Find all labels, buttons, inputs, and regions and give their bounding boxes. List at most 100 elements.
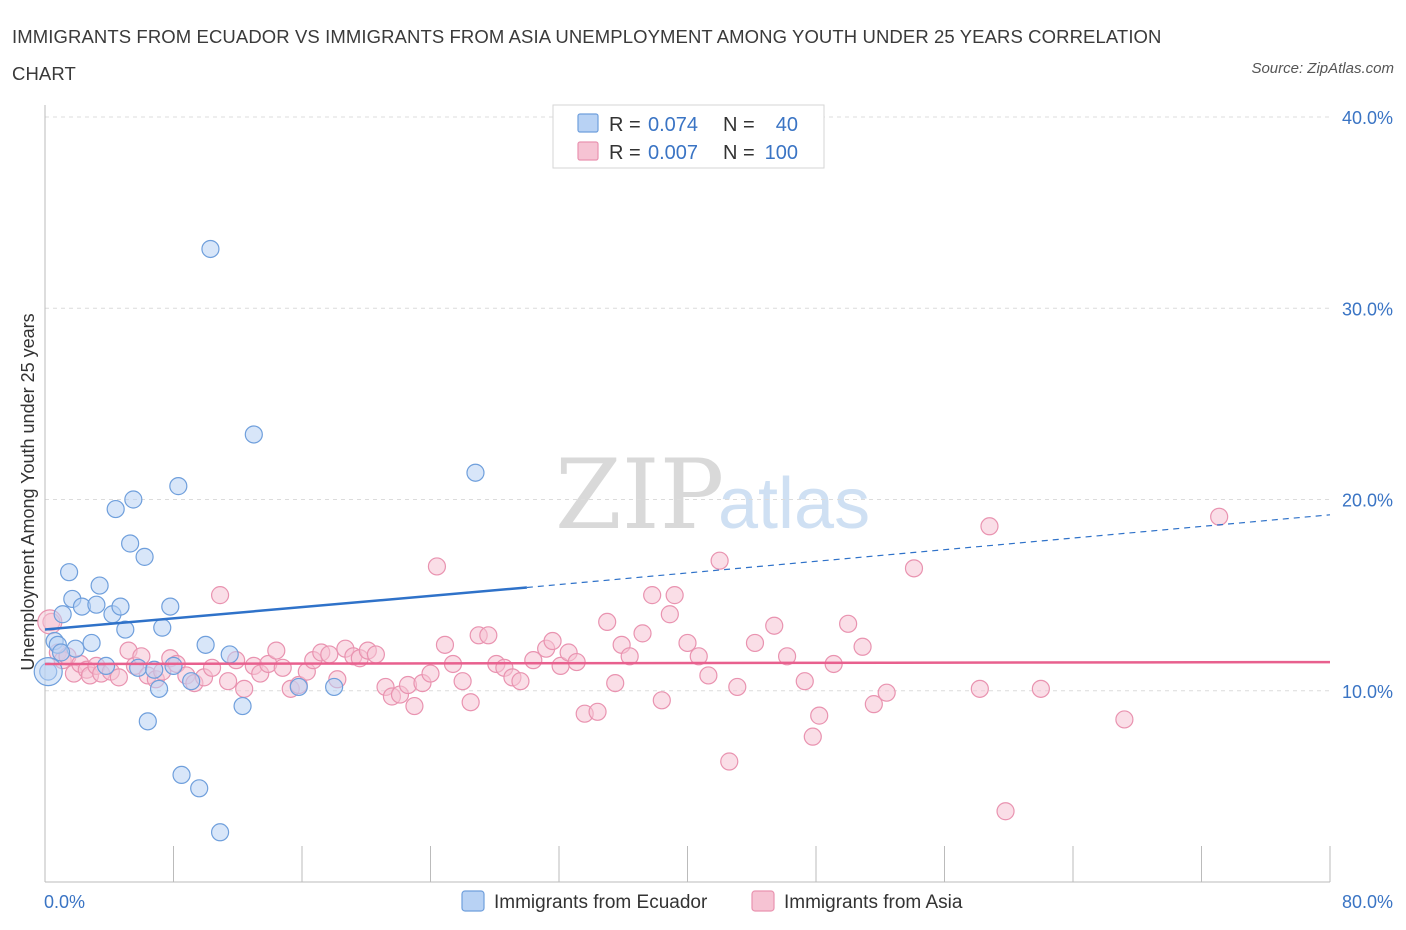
asia-point [543,631,562,651]
ecuador-point [161,597,180,616]
series-ecuador-points [33,239,485,842]
asia-point [765,616,784,635]
asia-point [660,605,679,624]
asia-point [405,696,424,716]
asia-point [267,641,286,660]
asia-point [877,683,896,702]
asia-trend-line [44,660,1331,666]
ecuador-point [59,563,79,582]
asia-point [598,612,617,632]
asia-point [427,557,447,576]
asia-point [511,672,530,691]
legend-swatch-ecuador [461,890,485,912]
ecuador-point [210,823,230,842]
stats-n-value-asia: 100 [765,142,798,164]
legend: Immigrants from Ecuador Immigrants from … [461,890,963,913]
ecuador-point [325,677,344,697]
asia-point [803,727,822,746]
ecuador-point [90,576,109,595]
y-tick-labels: 10.0% 20.0% 30.0% 40.0% [1342,108,1393,702]
ecuador-point [53,605,72,624]
asia-point [678,633,697,653]
ecuador-point [87,595,106,614]
ecuador-point [201,239,220,259]
asia-point [633,624,652,643]
asia-point [1210,507,1229,526]
ecuador-point [82,633,101,653]
stats-swatch-ecuador [577,113,599,133]
axes [44,105,1331,883]
asia-point [235,679,254,698]
ecuador-trend-extension [526,514,1331,589]
watermark-atlas: atlas [718,464,870,544]
ecuador-point-large [33,657,63,687]
asia-point [665,586,684,605]
asia-point [795,672,814,691]
asia-point [210,586,230,605]
ecuador-point [289,677,308,697]
asia-point [864,695,883,714]
stats-r-label-ecuador: R = [609,114,641,136]
asia-point [366,645,385,664]
asia-point [1031,679,1050,698]
asia-point [588,702,607,721]
legend-label-asia: Immigrants from Asia [784,892,963,913]
y-tick-label: 20.0% [1342,491,1393,511]
ecuador-point [116,620,135,639]
source-label: Source: ZipAtlas.com [1251,60,1394,77]
ecuador-point [121,534,140,553]
y-axis-label: Unemployment Among Youth under 25 years [18,313,38,670]
grid-lines [45,116,1330,692]
ecuador-point [196,635,215,654]
asia-point [620,647,639,666]
ecuador-point [124,490,143,509]
ecuador-point [145,660,164,679]
ecuador-point [466,463,485,482]
asia-point [606,673,625,693]
asia-point [745,633,765,653]
asia-point [720,752,739,771]
watermark-zip: ZIP [555,439,724,551]
ecuador-trend-line [44,586,527,631]
stats-r-label-asia: R = [609,142,641,164]
asia-point [853,637,872,656]
asia-point [810,706,829,725]
asia-point [461,693,480,712]
asia-point [435,635,455,654]
asia-point [904,559,924,578]
asia-point [479,626,498,645]
ecuador-point [106,499,125,519]
asia-point [643,586,662,605]
asia-point [273,658,292,677]
asia-point [652,691,671,710]
ecuador-point [111,597,130,616]
stats-n-label-asia: N = [723,142,755,164]
ecuador-point [220,645,239,664]
ecuador-point [135,547,154,566]
y-tick-label: 40.0% [1342,108,1393,128]
asia-point [421,664,440,683]
ecuador-point [164,656,183,675]
stats-n-value-ecuador: 40 [776,114,798,136]
asia-point [839,614,858,633]
x-tick-label-max: 80.0% [1342,892,1393,912]
y-tick-label: 30.0% [1342,299,1393,319]
ecuador-point [182,672,201,691]
ecuador-point [233,696,252,716]
asia-point [202,658,222,677]
asia-point [728,677,747,697]
chart-title: IMMIGRANTS FROM ECUADOR VS IMMIGRANTS FR… [12,26,1162,84]
asia-point [970,679,989,698]
stats-swatch-asia [577,141,599,161]
ecuador-point [172,765,191,785]
ecuador-point [149,679,169,698]
asia-point [109,668,128,687]
ecuador-point [51,643,71,662]
ecuador-point [129,658,148,677]
ecuador-point [153,618,172,637]
ecuador-point [96,656,116,675]
ecuador-point [138,712,157,731]
trend-lines [44,514,1331,666]
asia-point [453,672,472,691]
